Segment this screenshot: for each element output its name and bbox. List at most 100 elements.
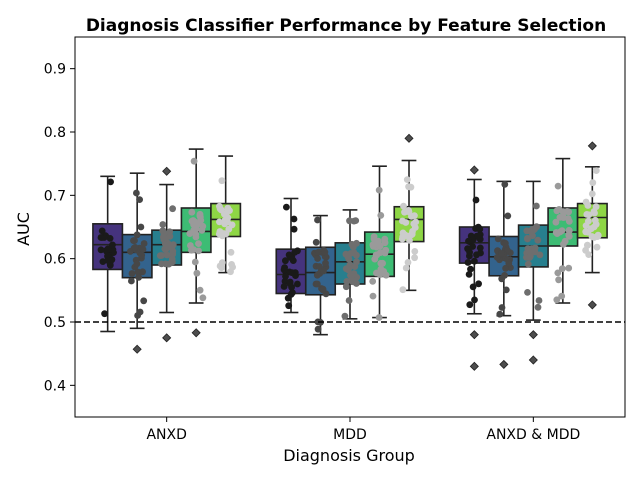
strip-point	[289, 289, 296, 297]
strip-point	[104, 245, 112, 253]
strip-point	[341, 312, 349, 320]
strip-point	[403, 176, 411, 184]
strip-point	[560, 240, 567, 248]
strip-point	[162, 246, 170, 254]
strip-point	[159, 221, 167, 228]
strip-point	[498, 304, 506, 311]
strip-point	[466, 301, 474, 309]
strip-point	[188, 208, 196, 216]
outlier-marker	[499, 359, 509, 369]
strip-point	[291, 249, 299, 256]
strip-point	[472, 196, 480, 204]
strip-point	[502, 239, 509, 247]
outlier-marker	[132, 344, 142, 354]
strip-point	[375, 314, 383, 321]
strip-point	[224, 206, 232, 213]
strip-point	[558, 265, 566, 273]
strip-point	[476, 225, 484, 233]
strip-point	[190, 157, 198, 165]
strip-point	[381, 239, 389, 247]
strip-point	[345, 255, 353, 263]
strip-point	[469, 243, 476, 250]
strip-point	[534, 303, 542, 311]
strip-point	[592, 203, 600, 211]
strip-point	[288, 269, 296, 277]
strip-point	[559, 208, 567, 216]
strip-point	[228, 221, 236, 229]
strip-point	[139, 246, 147, 253]
strip-point	[502, 286, 510, 294]
x-axis-label: Diagnosis Group	[283, 446, 415, 465]
strip-point	[165, 260, 173, 268]
strip-point	[196, 286, 204, 294]
strip-point	[471, 296, 478, 304]
strip-point	[476, 244, 484, 252]
strip-point	[375, 186, 383, 194]
strip-point	[290, 215, 298, 223]
strip-point	[342, 265, 350, 273]
strip-point	[377, 265, 385, 273]
strip-points	[97, 157, 602, 333]
strip-point	[498, 275, 506, 283]
strip-point	[565, 264, 573, 272]
strip-point	[535, 297, 543, 304]
strip-point	[498, 250, 505, 257]
strip-point	[98, 227, 106, 235]
outlier-marker	[528, 330, 538, 340]
strip-point	[475, 280, 482, 288]
outlier-marker	[469, 361, 479, 371]
strip-point	[280, 266, 288, 274]
strip-point	[469, 283, 477, 291]
strip-point	[349, 243, 357, 251]
strip-point	[399, 286, 407, 294]
strip-point	[504, 212, 512, 220]
strip-point	[321, 248, 329, 256]
strip-point	[411, 254, 418, 262]
strip-point	[534, 236, 542, 244]
strip-point	[471, 257, 478, 265]
boxes	[92, 133, 608, 371]
strip-point	[474, 232, 482, 240]
strip-point	[404, 259, 412, 266]
strip-point	[494, 235, 502, 243]
strip-point	[552, 229, 560, 236]
strip-point	[405, 207, 412, 214]
strip-point	[554, 269, 562, 277]
outlier-marker	[191, 328, 201, 338]
strip-point	[166, 233, 174, 240]
strip-point	[530, 226, 537, 234]
strip-point	[312, 238, 320, 246]
strip-point	[294, 280, 301, 288]
strip-point	[109, 241, 116, 249]
strip-point	[127, 277, 135, 285]
strip-point	[582, 198, 590, 206]
strip-point	[320, 267, 327, 275]
strip-point	[314, 280, 321, 288]
strip-point	[314, 255, 321, 262]
strip-point	[589, 179, 597, 187]
strip-point	[189, 217, 197, 224]
strip-point	[133, 260, 141, 268]
strip-point	[195, 220, 202, 228]
outlier-marker	[162, 166, 172, 176]
strip-point	[290, 225, 298, 233]
strip-point	[524, 235, 531, 242]
strip-point	[353, 258, 360, 266]
strip-point	[377, 249, 384, 256]
strip-point	[582, 228, 590, 236]
strip-point	[565, 217, 573, 225]
strip-point	[217, 206, 225, 214]
strip-point	[525, 248, 533, 256]
strip-point	[190, 227, 198, 234]
strip-point	[282, 273, 289, 280]
strip-point	[314, 216, 321, 224]
strip-point	[377, 259, 385, 267]
x-tick-label: MDD	[333, 427, 367, 443]
strip-point	[285, 302, 293, 310]
outlier-marker	[469, 165, 479, 175]
strip-point	[465, 237, 472, 245]
strip-point	[280, 283, 288, 290]
strip-point	[168, 243, 176, 251]
strip-point	[227, 248, 235, 256]
